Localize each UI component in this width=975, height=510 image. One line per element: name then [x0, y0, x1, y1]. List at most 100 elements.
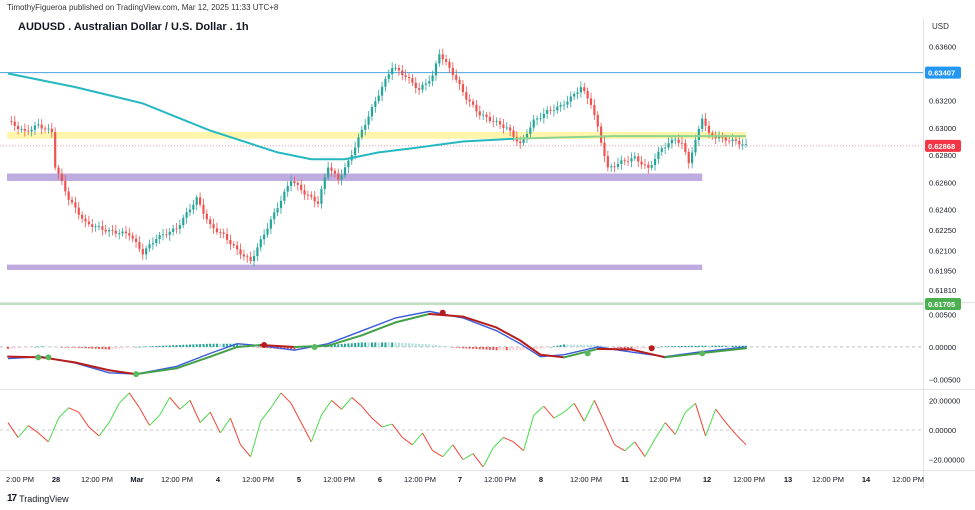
candle-body [532, 119, 535, 128]
candle [242, 249, 245, 261]
candle [680, 137, 684, 149]
time-axis-label: 28 [52, 475, 60, 484]
candle-body [478, 111, 481, 116]
oscillator-segment [573, 403, 585, 422]
candle-body [380, 86, 384, 96]
candle [593, 99, 596, 120]
macd-histogram-bar [222, 343, 225, 347]
candle [630, 152, 633, 168]
candle-body [465, 92, 468, 100]
candle-body [188, 209, 192, 213]
oscillator-segment [715, 408, 727, 423]
oscillator-segment [27, 425, 39, 434]
oscillator-segment [644, 438, 656, 457]
candle-body [269, 219, 272, 229]
macd-histogram-bar [397, 342, 400, 347]
oscillator-segment [159, 397, 171, 416]
signal-line-segment [539, 353, 566, 359]
signal-line-segment [630, 348, 667, 359]
macd-histogram-bar [465, 346, 468, 349]
candle-body [374, 101, 377, 108]
candle-body [711, 133, 714, 137]
macd-histogram-bar [576, 344, 579, 347]
candle-body [650, 165, 653, 168]
candle [330, 162, 333, 177]
signal-line-segment [135, 367, 178, 376]
candle-body [101, 226, 104, 230]
candle [509, 124, 512, 137]
candle [286, 181, 289, 197]
macd-tick-label: 0.00500 [929, 311, 956, 320]
macd-histogram-bar [408, 343, 411, 347]
candle-body [546, 110, 549, 114]
macd-histogram-bar [97, 346, 100, 349]
candle-body [475, 104, 478, 112]
candle [738, 137, 741, 150]
macd-histogram-bar [583, 344, 586, 347]
macd-cross-dot [45, 354, 52, 361]
candle-body [616, 163, 620, 167]
candle-body [411, 78, 414, 83]
signal-line-segment [327, 334, 363, 347]
oscillator-segment [169, 397, 181, 410]
candle-body [64, 180, 67, 192]
candle-body [461, 84, 465, 93]
macd-histogram-bar [367, 342, 370, 347]
candle-body [145, 248, 148, 255]
oscillator-segment [209, 412, 221, 434]
tradingview-brand[interactable]: 17 TradingView [7, 493, 69, 504]
candle [310, 191, 313, 200]
macd-histogram-bar [438, 345, 441, 347]
candle-body [337, 173, 340, 180]
blue-line-tag [925, 66, 961, 79]
time-axis-label: Mar [130, 475, 143, 484]
candle [303, 184, 306, 200]
macd-histogram-bar [330, 344, 333, 347]
candle-body [354, 147, 357, 156]
macd-histogram-bar [670, 346, 673, 347]
candle [407, 73, 411, 84]
candle-body [391, 68, 394, 75]
oscillator-segment [300, 422, 312, 443]
candle [249, 251, 252, 264]
candle-body [633, 156, 636, 159]
macd-histogram-bar [347, 343, 350, 347]
candle-body [165, 234, 168, 236]
candle-body [428, 81, 431, 84]
candle-body [296, 183, 299, 185]
macd-histogram-bar [124, 346, 127, 348]
price-tick-label: 0.61810 [929, 286, 956, 295]
candle-body [573, 93, 576, 97]
candle-body [569, 96, 572, 102]
signal-line-segment [293, 344, 330, 348]
candle [643, 158, 647, 170]
candle [84, 214, 87, 228]
candle [653, 153, 657, 171]
candle [478, 105, 481, 120]
candle-body [734, 139, 738, 141]
macd-histogram-bar [357, 342, 360, 347]
candle-body [704, 118, 707, 126]
candle-body [81, 214, 84, 219]
macd-histogram-bar [33, 346, 36, 348]
macd-histogram-bar [387, 342, 390, 347]
candle-body [556, 106, 559, 111]
macd-histogram-bar [27, 346, 30, 348]
candle-body [468, 99, 471, 102]
macd-cross-dot [35, 354, 42, 361]
candle [418, 82, 421, 95]
candle [367, 111, 370, 130]
candle-body [438, 54, 441, 64]
candle-body [640, 161, 643, 165]
macd-histogram-bar [199, 344, 202, 347]
candle [148, 239, 151, 252]
macd-histogram-bar [640, 346, 643, 349]
currency-button[interactable]: USD [932, 22, 949, 31]
oscillator-segment [422, 432, 434, 451]
macd-histogram-bar [215, 343, 218, 347]
green-line-tag-label: 0.61705 [928, 300, 955, 309]
macd-histogram-bar [441, 345, 444, 347]
candle [482, 110, 485, 121]
candle [394, 63, 397, 72]
